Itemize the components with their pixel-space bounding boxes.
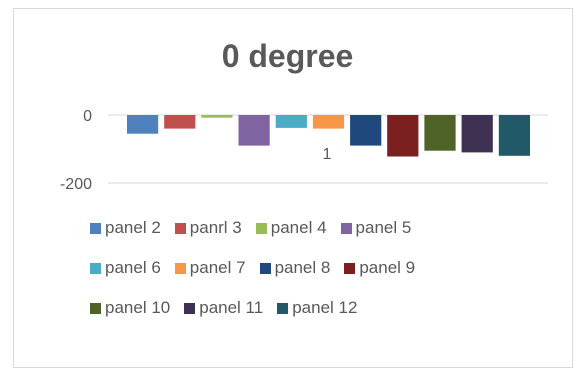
legend-label: panrl 3 (189, 218, 242, 237)
bar-panel-8 (350, 115, 382, 146)
chart-title: 0 degree (221, 38, 354, 74)
y-tick-label-0: 0 (83, 108, 92, 125)
legend-row-2: panel 10 panel 11 panel 12 (90, 298, 371, 319)
bar-panel-5 (238, 115, 270, 146)
legend-item: panel 12 (277, 298, 357, 318)
legend-swatch (184, 302, 196, 314)
legend-label: panel 5 (355, 218, 412, 237)
legend-label: panel 7 (189, 258, 246, 277)
legend-label: panel 9 (359, 258, 416, 277)
legend-item: panrl 3 (174, 218, 242, 238)
bar-panel-11 (461, 115, 493, 153)
legend-label: panel 6 (105, 258, 161, 277)
legend-item: panel 4 (255, 218, 327, 238)
legend-label: panel 4 (270, 218, 327, 237)
x-category-label: 1 (323, 146, 332, 163)
bar-panrl-3 (164, 115, 196, 129)
legend-item: panel 9 (344, 258, 415, 278)
legend-swatch (90, 262, 101, 274)
bar-panel-6 (275, 115, 307, 128)
legend-item: panel 6 (90, 258, 161, 278)
bar-panel-9 (387, 115, 419, 157)
legend-row-0: panel 2 panrl 3 panel 4 panel 5 (90, 218, 425, 239)
legend-item: panel 8 (259, 258, 331, 278)
legend-label: panel 8 (274, 258, 331, 277)
legend-label: panel 2 (105, 218, 161, 237)
legend-swatch (90, 302, 101, 314)
legend-swatch (344, 262, 356, 274)
legend-item: panel 7 (174, 258, 246, 278)
bar-panel-10 (424, 115, 456, 151)
legend-item: panel 2 (90, 218, 161, 238)
legend-item: panel 5 (340, 218, 412, 238)
legend-swatch (277, 302, 289, 314)
legend-item: panel 10 (90, 298, 170, 318)
legend-label: panel 10 (105, 298, 171, 317)
bar-panel-4 (201, 115, 233, 118)
legend-label: panel 12 (292, 298, 358, 317)
legend-item: panel 11 (184, 298, 263, 318)
legend-swatch (90, 222, 101, 234)
bar-panel-12 (498, 115, 530, 156)
legend-swatch (174, 262, 186, 274)
legend-swatch (174, 222, 186, 234)
legend-swatch (340, 222, 352, 234)
legend-swatch (255, 222, 267, 234)
legend-row-1: panel 6 panel 7 panel 8 panel 9 (90, 258, 429, 279)
chart-frame (13, 8, 573, 368)
legend-label: panel 11 (199, 298, 264, 317)
legend-swatch (259, 262, 271, 274)
bar-panel-7 (312, 115, 345, 129)
y-tick-label-1: -200 (60, 176, 92, 193)
bar-panel-2 (127, 115, 159, 134)
chart-plot-area: 0 -200 1 (60, 108, 548, 193)
